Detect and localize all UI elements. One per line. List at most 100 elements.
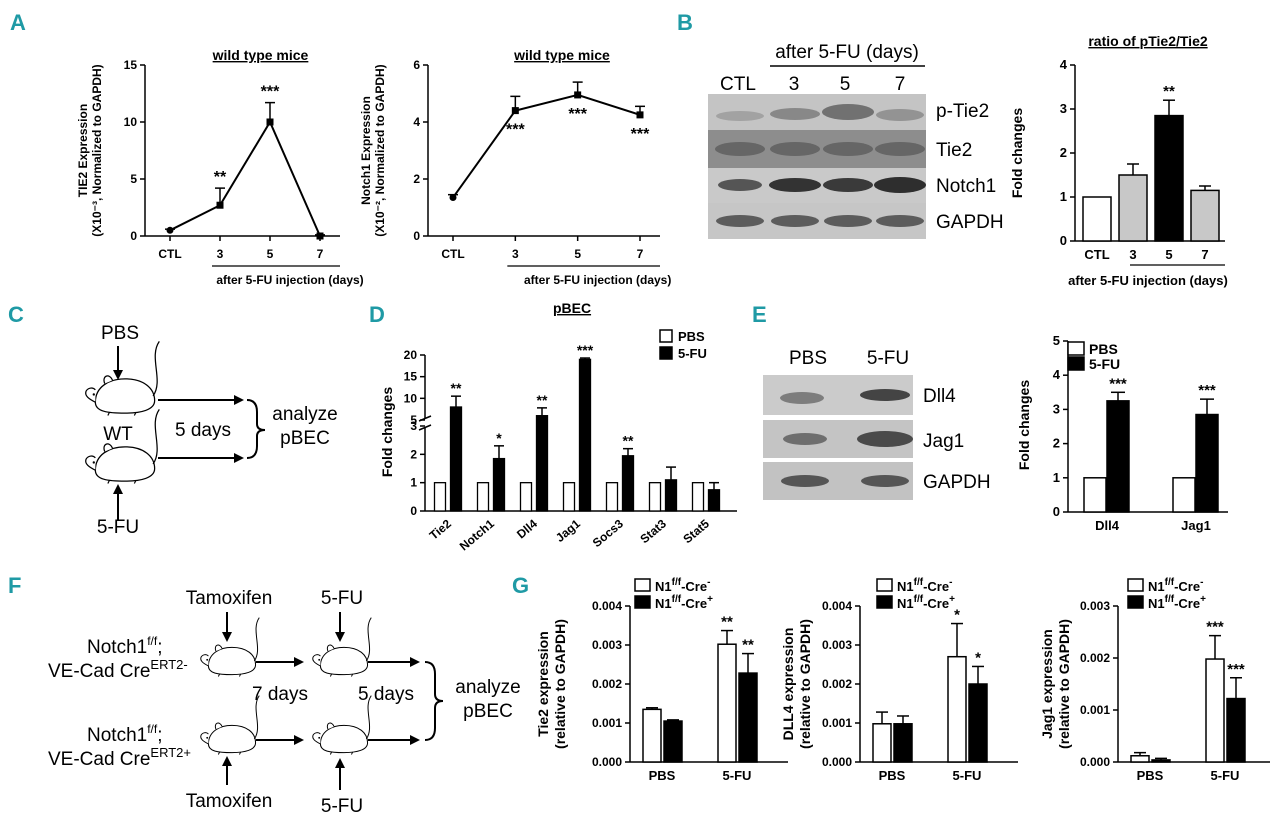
y-tick-label: 1 [1060,189,1067,204]
chart-g-dll4: 0.000 0.001 0.002 0.003 0.004 DLL4 expression… [780,577,1018,783]
mouse-head [200,732,209,745]
blot-b-band [824,215,872,227]
legend-sign: + [707,594,713,605]
y-tick-label: 10 [404,391,418,405]
bar [717,643,737,763]
legend-label-pbs: PBS [678,329,705,344]
legend-suffix: -Cre [1174,596,1200,611]
legend-swatch-5fu [659,346,673,360]
data-point [636,111,644,119]
blot-b-band [823,178,873,192]
y-tick-label: 1 [1053,470,1060,485]
mouse-foot [239,673,242,677]
scheme-f-5fu-top: 5-FU [321,588,363,609]
bar [1226,697,1246,763]
mouse-ear [103,375,114,384]
mouse-foot [217,673,221,677]
blot-b-band [770,142,820,156]
legend-swatch [1127,578,1144,592]
legend-label: N1f/f-Cre- [1148,577,1203,594]
chart-g-jag1: 0.000 0.001 0.002 0.003 Jag1 expression (rela… [1039,577,1270,783]
mouse-eye [206,658,209,661]
significance-label: ** [742,637,754,654]
bar [578,358,592,512]
bar [1172,477,1196,513]
legend-swatch [1127,595,1144,609]
blot-e-label-dll4: Dll4 [923,386,956,407]
x-axis-label: after 5-FU injection (days) [1068,273,1228,288]
legend-label: N1f/f-Cre- [655,577,710,594]
y-tick-label: 0.003 [1080,599,1110,613]
mouse-foot [133,412,137,416]
y-tick-label: 4 [1053,367,1061,382]
y-axis-label: (relative to GAPDH) [797,619,813,749]
scheme-c-pbec: pBEC [280,428,330,449]
significance-label: ** [451,380,462,396]
bar [947,655,967,763]
blot-e-band [783,433,827,445]
mouse-body [207,724,257,754]
panel-label-b: B [677,10,693,35]
scheme-c-5fu: 5-FU [97,517,139,538]
scheme-f-5fu-bottom: 5-FU [321,796,363,817]
x-tick-label: PBS [879,768,906,783]
significance-label: * [496,430,502,446]
x-tick-label: 5 [574,247,581,261]
blot-b-band [770,108,820,120]
geno1-ert: ERT2- [150,657,187,672]
x-tick-label: Jag1 [1181,518,1211,533]
chart-g-tie2: 0.000 0.001 0.002 0.003 0.004 Tie2 expression… [535,577,788,783]
x-tick-label: 7 [637,247,644,261]
legend-sup: f/f [672,594,682,605]
x-tick-label: 3 [512,247,519,261]
blot-e-band [780,392,824,404]
geno2-text: Notch1 [87,725,147,746]
y-tick-label: 0.003 [822,638,852,652]
y-axis-label: Fold changes [1009,108,1025,198]
bracket-f [424,661,444,741]
y-tick-label: 2 [410,447,417,461]
x-tick-label: CTL [158,247,181,261]
significance-label: *** [261,84,280,101]
scheme-c: PBS WT 5-FU 5 days analyze pBEC [97,323,338,538]
blot-e-band [857,431,913,447]
significance-label: * [954,607,960,624]
legend-swatch-pbs [1067,341,1085,356]
bar [562,482,576,512]
mouse-eye [318,736,321,739]
significance-label: *** [577,342,594,358]
blot-b-band [716,111,764,121]
blot-e-band [861,475,909,487]
chart-b-ptie2-ratio: ratio of pTie2/Tie2 0 1 2 3 4 Fold changes CTL 3… [1009,33,1228,288]
mouse-icon [85,409,160,484]
y-tick-label: 0 [413,229,420,243]
y-tick-label: 5 [1053,333,1060,348]
mouse-tail [253,695,260,740]
bar [1205,658,1225,763]
legend-swatch-5fu [1067,356,1085,371]
x-tick-label: Tie2 [427,516,454,542]
bar [1151,759,1171,763]
significance-label: ** [537,392,548,408]
mouse-ear [214,644,223,652]
y-tick-label: 0.001 [822,716,852,730]
mouse-foot [351,751,354,755]
significance-label: *** [1198,382,1216,399]
mouse-body [319,646,369,676]
bar [968,683,988,763]
bar [1154,114,1184,242]
scheme-c-pbs: PBS [101,323,139,344]
mouse-foot [107,480,110,484]
y-tick-label: 0.002 [592,677,622,691]
bar [1106,400,1130,513]
chart-title: wild type mice [513,47,610,63]
legend-swatch [876,578,893,592]
data-point [266,118,274,126]
y-tick-label: 0.004 [822,599,852,613]
y-tick-label: 0.002 [822,677,852,691]
geno2-cre: VE-Cad Cre [48,749,150,770]
y-tick-label: 5 [410,413,417,427]
legend-sup: f/f [914,594,924,605]
y-tick-label: 10 [124,115,138,129]
legend-sign: + [949,594,955,605]
